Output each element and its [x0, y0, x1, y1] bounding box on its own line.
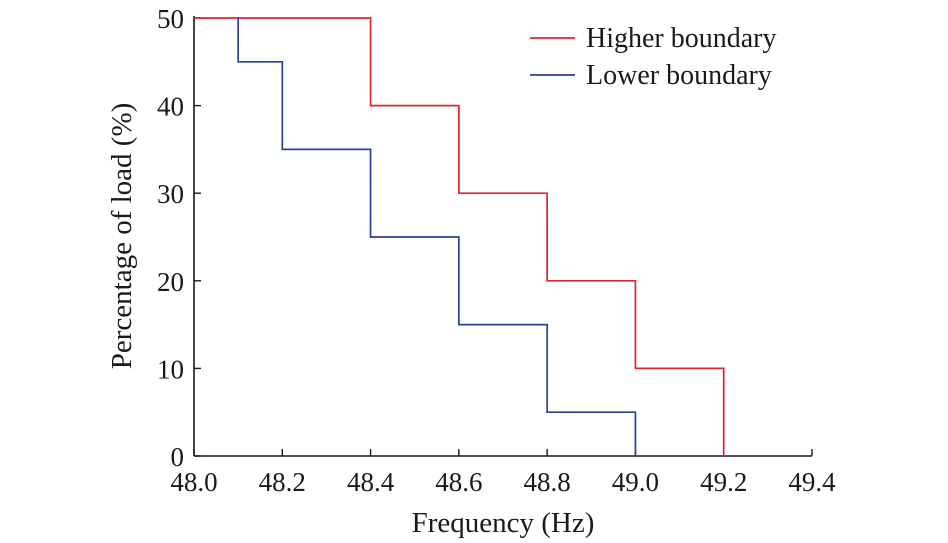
series-line-higher-boundary — [194, 17, 725, 456]
legend-label-lower-boundary: Lower boundary — [586, 60, 772, 91]
x-tick-label: 48.6 — [435, 467, 482, 497]
x-axis-label: Frequency (Hz) — [412, 507, 595, 539]
y-tick-label: 30 — [157, 179, 184, 209]
y-tick-label: 0 — [171, 442, 185, 472]
y-ticks: 0 10 20 30 40 50 — [157, 4, 201, 472]
x-tick-label: 49.2 — [700, 467, 747, 497]
y-tick-label: 40 — [157, 92, 184, 122]
legend-label-higher-boundary: Higher boundary — [586, 23, 777, 54]
x-tick-label: 49.0 — [612, 467, 659, 497]
series-layer — [194, 17, 725, 456]
y-axis-label: Percentage of load (%) — [106, 103, 138, 370]
legend: Higher boundary Lower boundary — [530, 23, 777, 91]
y-tick-label: 20 — [157, 267, 184, 297]
series-line-lower-boundary — [237, 18, 637, 456]
x-tick-label: 48.4 — [347, 467, 395, 497]
y-tick-label: 50 — [157, 4, 184, 34]
plot-area: 48.0 48.2 48.4 48.6 48.8 49.0 49.2 49.4 0 10 20 30… — [157, 4, 836, 497]
x-tick-label: 48.2 — [259, 467, 306, 497]
x-tick-label: 49.4 — [788, 467, 836, 497]
x-tick-label: 48.0 — [170, 467, 217, 497]
y-tick-label: 10 — [157, 354, 184, 384]
x-tick-label: 48.8 — [524, 467, 571, 497]
x-ticks: 48.0 48.2 48.4 48.6 48.8 49.0 49.2 49.4 — [170, 449, 836, 497]
